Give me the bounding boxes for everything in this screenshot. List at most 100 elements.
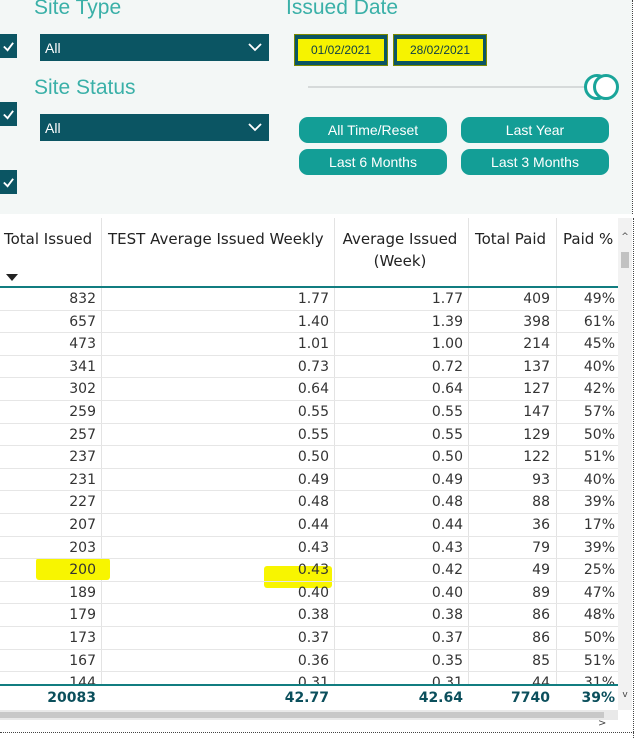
table-row[interactable]: 207 0.44 0.44 36 17% [0,514,618,537]
header-total-issued[interactable]: Total Issued [4,230,93,248]
total-total-issued: 20083 [47,690,96,706]
cell-paid-pct: 40% [583,471,615,488]
header-total-paid[interactable]: Total Paid [475,230,547,248]
date-slider-track[interactable] [308,86,608,88]
table-row[interactable]: 237 0.50 0.50 122 51% [0,446,618,469]
total-average-issued-week: 42.64 [418,690,463,706]
site-status-label: Site Status [34,76,136,99]
last-year-button[interactable]: Last Year [461,117,609,143]
panel-border [632,0,633,214]
start-date-input[interactable]: 01/02/2021 [294,34,388,66]
cell-test-average: 0.31 [297,675,329,687]
last-6-months-button[interactable]: Last 6 Months [299,149,447,175]
cell-test-average: 0.43 [297,539,329,556]
table-row[interactable]: 302 0.64 0.64 127 42% [0,378,618,401]
cell-total-paid: 89 [532,584,550,601]
table-row[interactable]: 200 0.43 0.42 49 25% [0,559,618,582]
table-row[interactable]: 259 0.55 0.55 147 57% [0,401,618,424]
cell-test-average: 0.37 [297,630,329,646]
table-row[interactable]: 227 0.48 0.48 88 39% [0,491,618,514]
cell-paid-pct: 61% [583,313,615,330]
table-row[interactable]: 144 0.31 0.31 44 31% [0,672,618,686]
header-underline [0,286,618,288]
table-row[interactable]: 231 0.49 0.49 93 40% [0,469,618,492]
cell-average-issued-week: 0.37 [431,630,463,646]
cell-total-paid: 36 [532,517,550,533]
totals-row: 20083 42.77 42.64 7740 39% [0,686,618,710]
cell-total-paid: 398 [523,313,550,330]
cell-total-paid: 86 [532,630,550,646]
table-row[interactable]: 167 0.36 0.35 85 51% [0,650,618,673]
sort-descending-icon[interactable] [6,274,18,281]
table-row[interactable]: 473 1.01 1.00 214 45% [0,333,618,356]
cell-total-issued: 179 [69,607,96,624]
cell-total-issued: 203 [69,539,96,556]
header-paid-pct[interactable]: Paid % [563,230,614,248]
date-slider-handle-end[interactable] [593,74,619,100]
scroll-up-icon[interactable]: ^ [621,232,629,242]
chevron-down-icon [248,123,262,132]
table-row[interactable]: 657 1.40 1.39 398 61% [0,311,618,334]
cell-total-issued: 189 [69,584,96,601]
last-3-months-button[interactable]: Last 3 Months [461,149,609,175]
table-row[interactable]: 203 0.43 0.43 79 39% [0,537,618,560]
table-border [633,218,634,738]
cell-average-issued-week: 0.38 [431,607,463,624]
cell-test-average: 0.49 [297,471,329,488]
cell-paid-pct: 40% [583,358,615,375]
site-type-value: All [45,39,61,56]
total-test-average: 42.77 [284,690,329,706]
filter-checkbox-2[interactable] [0,102,17,126]
table-row[interactable]: 257 0.55 0.55 129 50% [0,424,618,447]
total-total-paid: 7740 [511,690,550,706]
site-type-dropdown[interactable]: All [40,34,269,61]
table-row[interactable]: 832 1.77 1.77 409 49% [0,288,618,311]
vertical-scroll-thumb[interactable] [621,252,629,268]
cell-average-issued-week: 0.72 [431,358,463,375]
header-average-issued-line2: (Week) [373,252,427,270]
horizontal-scroll-thumb[interactable] [0,712,604,718]
filter-checkbox-1[interactable] [0,34,17,58]
header-average-issued-week[interactable]: Average Issued (Week) [334,228,466,296]
cell-average-issued-week: 0.55 [431,426,463,443]
filter-checkbox-3[interactable] [0,170,17,194]
table-row[interactable]: 179 0.38 0.38 86 48% [0,604,618,627]
cell-total-paid: 85 [532,652,550,669]
cell-average-issued-week: 0.50 [431,449,463,466]
cell-total-paid: 44 [532,675,550,687]
site-status-value: All [45,119,61,136]
cell-total-paid: 129 [523,426,550,443]
cell-average-issued-week: 0.49 [431,471,463,488]
column-divider [468,218,469,684]
cell-average-issued-week: 0.31 [431,675,463,687]
cell-test-average: 0.55 [297,404,329,420]
start-date-value: 01/02/2021 [298,39,384,61]
cell-paid-pct: 57% [583,404,615,420]
table-row[interactable]: 189 0.40 0.40 89 47% [0,582,618,605]
table-row[interactable]: 173 0.37 0.37 86 50% [0,627,618,650]
cell-paid-pct: 45% [583,336,615,353]
cell-average-issued-week: 1.00 [431,336,463,353]
scroll-right-icon[interactable]: > [598,718,607,729]
scroll-down-icon[interactable]: v [622,690,628,700]
site-status-dropdown[interactable]: All [40,114,269,141]
cell-total-issued: 173 [69,630,96,646]
cell-total-paid: 49 [532,562,550,579]
all-time-reset-button[interactable]: All Time/Reset [299,117,447,143]
cell-test-average: 0.44 [297,517,329,533]
header-test-average-issued-weekly[interactable]: TEST Average Issued Weekly [108,230,324,248]
cell-test-average: 1.77 [297,291,329,307]
cell-total-paid: 79 [532,539,550,556]
cell-total-issued: 257 [69,426,96,443]
horizontal-scrollbar[interactable] [0,710,618,720]
end-date-input[interactable]: 28/02/2021 [393,34,487,66]
vertical-scrollbar[interactable]: ^ v [618,218,632,710]
cell-test-average: 0.38 [297,607,329,624]
cell-total-paid: 214 [523,336,550,353]
highlight-mark-total-issued [36,558,110,580]
cell-paid-pct: 48% [583,607,615,624]
cell-total-issued: 341 [69,358,96,375]
cell-test-average: 0.43 [297,562,329,579]
table-border [0,732,634,733]
table-row[interactable]: 341 0.73 0.72 137 40% [0,356,618,379]
